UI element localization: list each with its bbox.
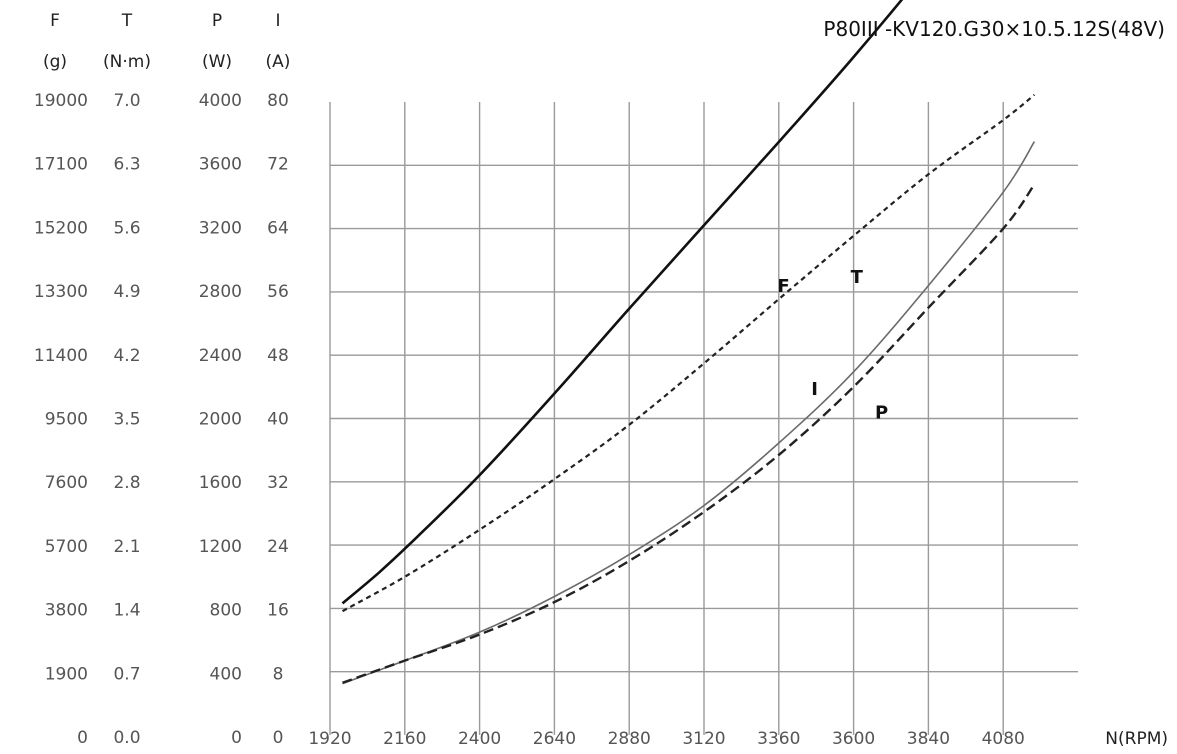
x-tick-label-7: 3600 <box>832 729 875 749</box>
y-tick-label-2-1: 400 <box>210 664 242 684</box>
y-tick-label-3-8: 64 <box>267 218 289 238</box>
y-axis-unit-1: (N·m) <box>103 52 151 72</box>
y-tick-label-2-7: 2800 <box>199 282 242 302</box>
x-tick-label-2: 2400 <box>458 729 501 749</box>
x-tick-label-3: 2640 <box>533 729 576 749</box>
y-tick-label-3-5: 40 <box>267 410 289 430</box>
x-tick-label-9: 4080 <box>982 729 1025 749</box>
series-group <box>341 0 1036 685</box>
y-axis-unit-3: (A) <box>266 52 291 72</box>
series-line-T <box>341 93 1036 613</box>
y-tick-label-0-10: 19000 <box>34 91 88 111</box>
y-tick-label-3-9: 72 <box>267 155 289 175</box>
y-axis-unit-2: (W) <box>202 52 232 72</box>
y-tick-label-0-1: 1900 <box>45 664 88 684</box>
y-tick-label-2-6: 2400 <box>199 346 242 366</box>
y-tick-label-2-0: 0 <box>231 728 242 748</box>
y-tick-label-0-3: 5700 <box>45 537 88 557</box>
y-tick-label-3-10: 80 <box>267 91 289 111</box>
y-tick-label-3-2: 16 <box>267 601 289 621</box>
x-tick-label-1: 2160 <box>383 729 426 749</box>
y-tick-label-0-6: 11400 <box>34 346 88 366</box>
y-tick-label-0-0: 0 <box>77 728 88 748</box>
y-tick-label-2-5: 2000 <box>199 410 242 430</box>
y-axis-name-2: P <box>212 11 222 31</box>
x-tick-label-8: 3840 <box>907 729 950 749</box>
y-tick-label-1-9: 6.3 <box>113 155 140 175</box>
curve-label-F: F <box>777 276 789 297</box>
curve-label-I: I <box>811 379 818 400</box>
y-tick-label-1-2: 1.4 <box>113 601 140 621</box>
y-tick-label-1-8: 5.6 <box>113 218 140 238</box>
y-axis-name-0: F <box>50 11 60 31</box>
series-line-P <box>342 183 1036 684</box>
y-tick-label-1-0: 0.0 <box>113 728 140 748</box>
curve-label-T: T <box>851 267 864 288</box>
y-tick-label-3-6: 48 <box>267 346 289 366</box>
y-tick-label-3-0: 0 <box>273 728 284 748</box>
y-tick-labels: 0 1900 3800 5700 7600 9500 11400 13300 15200 1710… <box>34 91 289 748</box>
x-axis-label: N(RPM) <box>1105 729 1168 749</box>
axis-headers: F (g) T (N·m) P (W) I (A) <box>43 11 290 72</box>
y-tick-label-1-5: 3.5 <box>113 410 140 430</box>
y-tick-label-1-1: 0.7 <box>113 664 140 684</box>
y-tick-label-0-8: 15200 <box>34 218 88 238</box>
y-tick-label-2-9: 3600 <box>199 155 242 175</box>
chart-title: P80III -KV120.G30×10.5.12S(48V) <box>823 17 1165 41</box>
y-axis-name-1: T <box>121 11 133 31</box>
curve-label-P: P <box>875 403 888 424</box>
curve-labels: F T I P <box>777 267 888 424</box>
y-tick-label-1-7: 4.9 <box>113 282 140 302</box>
y-tick-label-2-3: 1200 <box>199 537 242 557</box>
y-tick-label-0-2: 3800 <box>45 601 88 621</box>
y-tick-label-3-3: 24 <box>267 537 289 557</box>
x-tick-label-6: 3360 <box>757 729 800 749</box>
y-tick-label-2-2: 800 <box>210 601 242 621</box>
y-tick-label-1-6: 4.2 <box>113 346 140 366</box>
series-line-I <box>342 141 1036 685</box>
x-tick-label-5: 3120 <box>682 729 725 749</box>
y-tick-label-2-4: 1600 <box>199 473 242 493</box>
y-tick-label-2-10: 4000 <box>199 91 242 111</box>
y-tick-label-2-8: 3200 <box>199 218 242 238</box>
series-line-F <box>341 0 904 605</box>
y-tick-label-0-9: 17100 <box>34 155 88 175</box>
x-tick-label-4: 2880 <box>608 729 651 749</box>
y-tick-label-1-4: 2.8 <box>113 473 140 493</box>
grid <box>329 102 1078 735</box>
x-tick-labels: 1920 2160 2400 2640 2880 3120 3360 3600 3840 4080 <box>308 729 1024 749</box>
y-tick-label-0-5: 9500 <box>45 410 88 430</box>
y-tick-label-1-3: 2.1 <box>113 537 140 557</box>
y-tick-label-0-4: 7600 <box>45 473 88 493</box>
y-axis-unit-0: (g) <box>43 52 67 72</box>
y-tick-label-1-10: 7.0 <box>113 91 140 111</box>
x-tick-label-0: 1920 <box>308 729 351 749</box>
y-tick-label-3-1: 8 <box>273 664 284 684</box>
y-tick-label-0-7: 13300 <box>34 282 88 302</box>
y-tick-label-3-4: 32 <box>267 473 289 493</box>
y-axis-name-3: I <box>275 11 280 31</box>
y-tick-label-3-7: 56 <box>267 282 289 302</box>
